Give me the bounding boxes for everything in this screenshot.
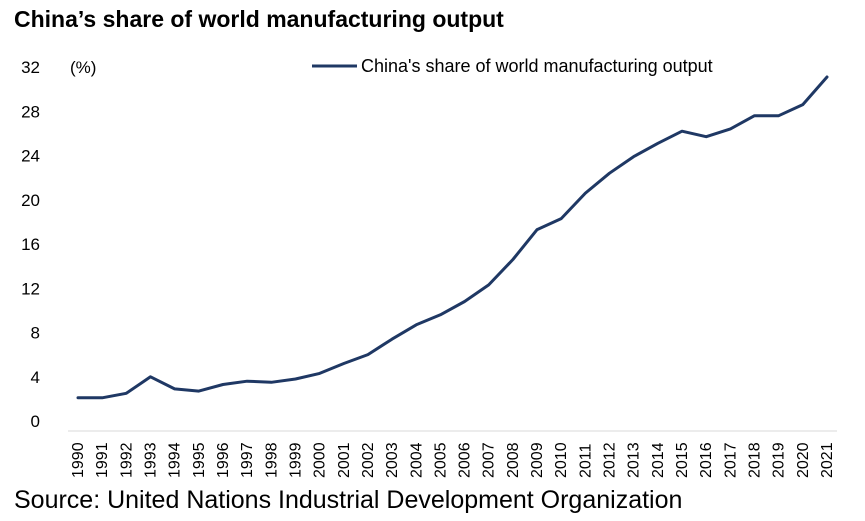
x-tick-label: 1997 [239, 442, 256, 478]
chart-title: China’s share of world manufacturing out… [14, 6, 504, 32]
y-tick-label: 32 [21, 58, 40, 77]
y-tick-label: 0 [31, 412, 40, 431]
x-tick-label: 1994 [167, 442, 184, 478]
x-tick-label: 1995 [191, 442, 208, 478]
x-tick-label: 2011 [577, 443, 594, 478]
x-tick-label: 1993 [142, 442, 159, 478]
x-tick-label: 2004 [408, 442, 425, 478]
y-tick-label: 28 [21, 102, 40, 121]
x-tick-label: 2002 [360, 442, 377, 478]
x-tick-label: 2006 [457, 442, 474, 478]
x-tick-label: 2001 [336, 442, 353, 478]
x-tick-label: 1998 [263, 442, 280, 478]
x-tick-label: 2003 [384, 442, 401, 478]
x-tick-label: 2016 [698, 442, 715, 478]
y-tick-label: 8 [31, 324, 40, 343]
x-tick-label: 2018 [747, 442, 764, 478]
x-tick-label: 2021 [819, 442, 836, 478]
source-note: Source: United Nations Industrial Develo… [14, 486, 683, 514]
y-tick-label: 16 [21, 235, 40, 254]
x-tick-label: 2000 [312, 442, 329, 478]
x-tick-label: 2020 [795, 442, 812, 478]
x-tick-label: 2009 [529, 442, 546, 478]
x-tick-label: 2005 [432, 442, 449, 478]
x-tick-label: 2015 [674, 442, 691, 478]
y-tick-label: 12 [21, 279, 40, 298]
x-tick-label: 1990 [70, 442, 87, 478]
x-tick-label: 2008 [505, 442, 522, 478]
x-tick-label: 2014 [650, 442, 667, 478]
series-line [76, 75, 829, 400]
x-tick-label: 2012 [602, 442, 619, 478]
y-tick-label: 4 [31, 368, 40, 387]
legend-label: China's share of world manufacturing out… [361, 56, 713, 76]
x-tick-label: 1991 [94, 442, 111, 478]
legend: China's share of world manufacturing out… [312, 56, 713, 76]
x-tick-label: 2007 [481, 442, 498, 478]
x-tick-label: 2013 [626, 442, 643, 478]
x-tick-label: 2010 [553, 442, 570, 478]
y-tick-label: 20 [21, 191, 40, 210]
y-axis-unit-label: (%) [70, 58, 96, 77]
y-axis: 0 4 8 12 16 20 24 28 32 [21, 58, 40, 431]
x-tick-label: 2017 [722, 442, 739, 478]
y-tick-label: 24 [21, 147, 40, 166]
x-tick-label: 1999 [287, 442, 304, 478]
x-tick-label: 2019 [771, 442, 788, 478]
x-tick-label: 1992 [118, 442, 135, 478]
series-group [76, 75, 829, 400]
x-axis: 1990 1991 1992 1993 1994 1995 1996 1997 1998 1999… [70, 442, 836, 478]
x-tick-label: 1996 [215, 442, 232, 478]
